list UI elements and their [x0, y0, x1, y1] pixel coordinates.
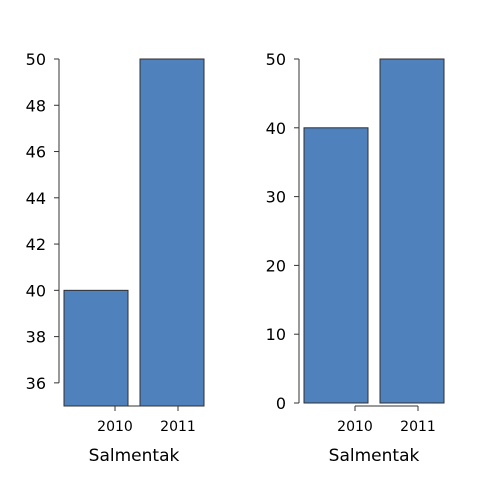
right-bar-2011: [379, 58, 445, 404]
right-chart-panel: 0 10 20 30 40 50 2010 2011 Salmentak: [266, 50, 445, 466]
left-x-tick-label-2010: 2010: [97, 419, 133, 435]
right-x-tick-label-2010: 2010: [337, 419, 373, 435]
left-y-tick-label: 44: [26, 189, 46, 208]
left-y-tick-label: 46: [26, 143, 46, 162]
left-x-tick-label-2011: 2011: [160, 419, 196, 435]
right-y-tick-label: 30: [266, 188, 286, 207]
right-y-tick-label: 40: [266, 119, 286, 138]
left-bar-2011: [139, 58, 205, 407]
right-y-tick-label: 50: [266, 50, 286, 69]
left-y-tick-label: 48: [26, 96, 46, 115]
right-bar-2010: [303, 127, 369, 404]
left-y-tick-label: 50: [26, 50, 46, 69]
right-y-tick-label: 10: [266, 325, 286, 344]
left-chart-panel: 36 38 40 42 44 46 48 50 2010 2011 Salmentak: [26, 50, 205, 466]
left-y-tick-label: 40: [26, 281, 46, 300]
left-bar-2010: [63, 289, 129, 407]
right-x-tick-label-2011: 2011: [400, 419, 436, 435]
right-y-tick-label: 20: [266, 256, 286, 275]
left-y-tick-label: 42: [26, 235, 46, 254]
left-y-tick-label: 36: [26, 374, 46, 393]
right-x-axis-title: Salmentak: [329, 446, 420, 466]
left-x-axis-title: Salmentak: [89, 446, 180, 466]
right-y-tick-label: 0: [276, 394, 286, 413]
left-y-tick-label: 38: [26, 328, 46, 347]
